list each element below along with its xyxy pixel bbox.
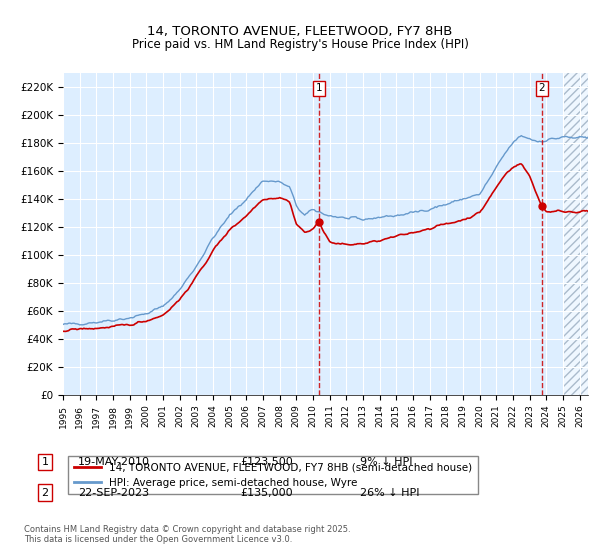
Bar [563, 73, 588, 395]
Text: 14, TORONTO AVENUE, FLEETWOOD, FY7 8HB: 14, TORONTO AVENUE, FLEETWOOD, FY7 8HB [148, 25, 452, 38]
Text: Contains HM Land Registry data © Crown copyright and database right 2025.
This d: Contains HM Land Registry data © Crown c… [24, 525, 350, 544]
Bar [563, 73, 588, 395]
Text: Price paid vs. HM Land Registry's House Price Index (HPI): Price paid vs. HM Land Registry's House … [131, 38, 469, 50]
Text: 2: 2 [538, 83, 545, 93]
Text: 1: 1 [41, 457, 49, 467]
Text: 1: 1 [316, 83, 323, 93]
Text: £123,500: £123,500 [240, 457, 293, 467]
Legend: 14, TORONTO AVENUE, FLEETWOOD, FY7 8HB (semi-detached house), HPI: Average price: 14, TORONTO AVENUE, FLEETWOOD, FY7 8HB (… [68, 456, 478, 494]
Text: £135,000: £135,000 [240, 488, 293, 498]
Text: 9% ↓ HPI: 9% ↓ HPI [360, 457, 413, 467]
Text: 22-SEP-2023: 22-SEP-2023 [78, 488, 149, 498]
Text: 19-MAY-2010: 19-MAY-2010 [78, 457, 150, 467]
Text: 2: 2 [41, 488, 49, 498]
Bar [563, 73, 588, 395]
Text: 26% ↓ HPI: 26% ↓ HPI [360, 488, 419, 498]
